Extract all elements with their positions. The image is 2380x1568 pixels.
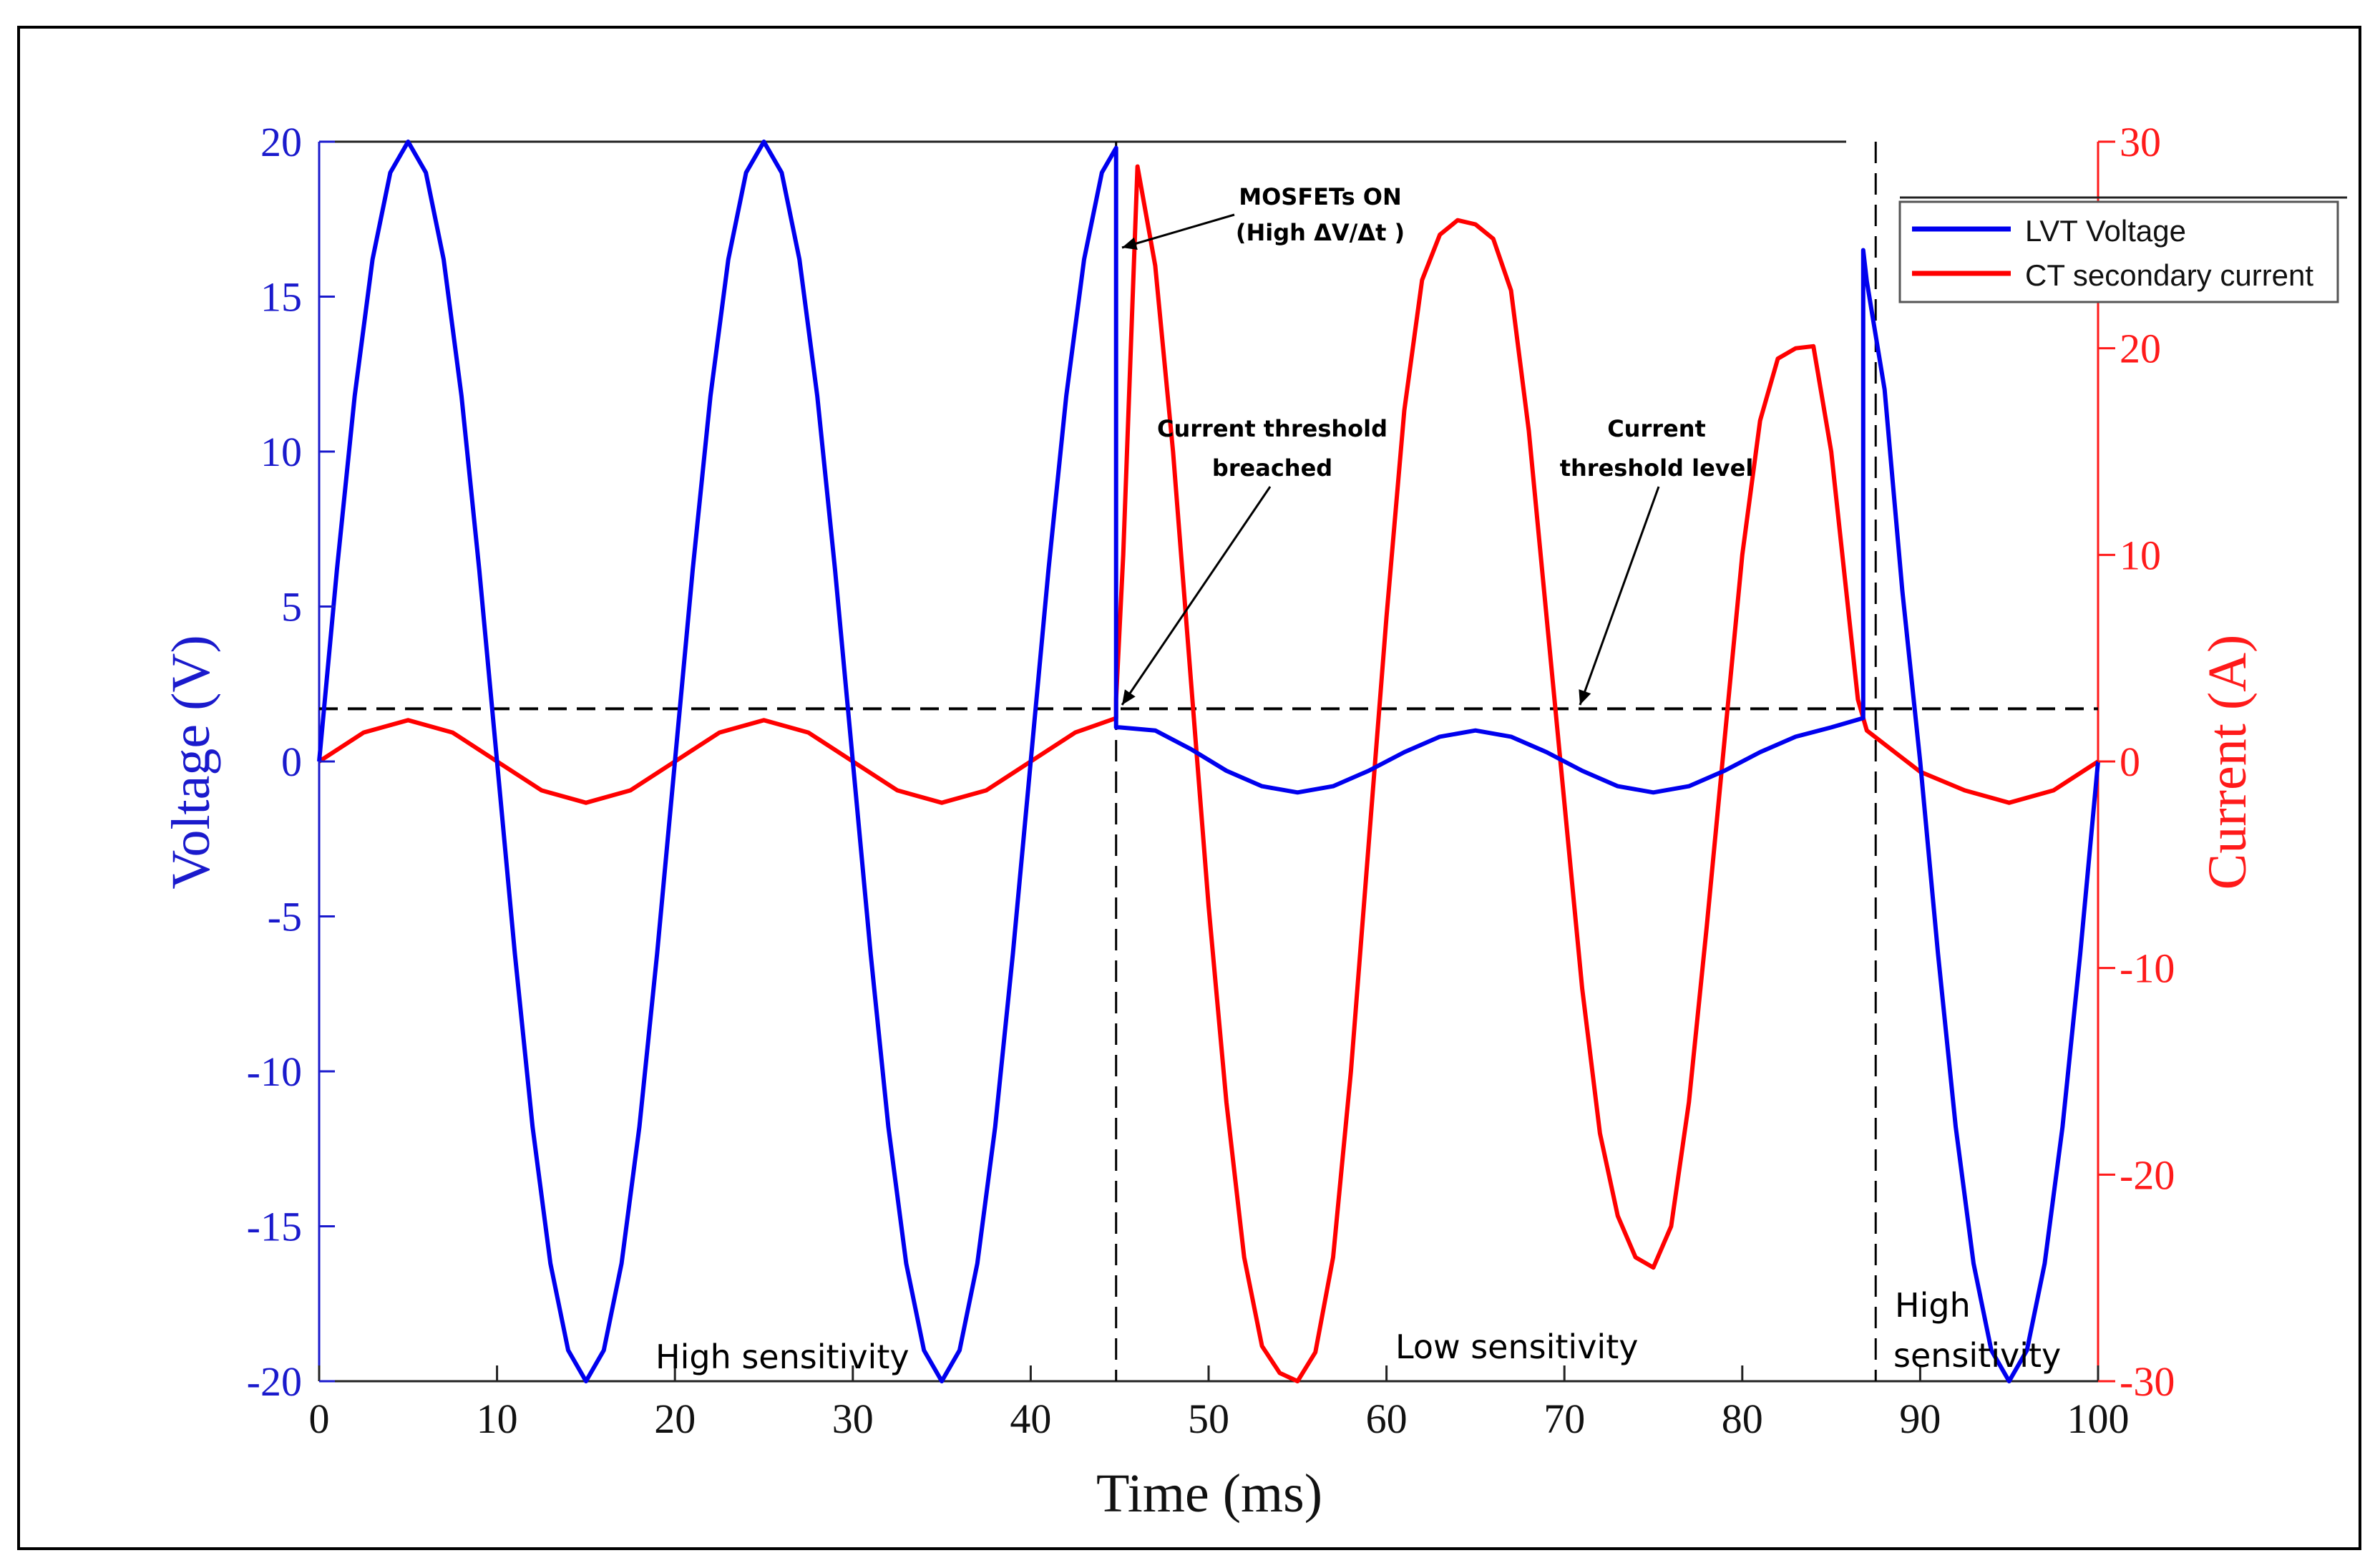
y-left-tick-label-6: -10	[247, 1048, 302, 1095]
y-right-tick-label-3: 0	[2120, 739, 2140, 785]
x-tick-label-10: 100	[2067, 1396, 2130, 1442]
arrow-threshold-breached-head	[1122, 689, 1136, 705]
x-tick-label-9: 90	[1899, 1396, 1941, 1442]
y-right-tick-label-0: 30	[2120, 119, 2161, 165]
x-tick-label-7: 70	[1543, 1396, 1585, 1442]
x-tick-label-2: 20	[654, 1396, 696, 1442]
arrow-threshold-level-head	[1579, 689, 1591, 705]
x-tick-label-3: 30	[832, 1396, 874, 1442]
arrow-mosfets-on-shaft	[1121, 213, 1235, 249]
arrow-threshold-level-shaft	[1579, 486, 1660, 706]
region-label-low-sensitivity: Low sensitivity	[1395, 1328, 1638, 1366]
x-tick-label-1: 10	[477, 1396, 518, 1442]
x-tick-label-0: 0	[309, 1396, 330, 1442]
axes-lines	[318, 140, 2347, 1383]
annotation-threshold-breached-line1: Current threshold	[1157, 415, 1387, 442]
annotation-threshold-level-line1: Current	[1607, 415, 1706, 442]
x-tick-label-8: 80	[1722, 1396, 1763, 1442]
y-left-tick-label-1: 15	[260, 274, 302, 321]
x-axis-label: Time (ms)	[1096, 1464, 1322, 1524]
legend: LVT Voltage CT secondary current	[1898, 200, 2339, 303]
vertical-markers	[1115, 142, 1877, 1381]
arrow-threshold-breached-shaft	[1121, 486, 1272, 706]
y-left-tick-label-5: -5	[268, 894, 302, 940]
current-series-line	[318, 164, 2099, 1383]
y-axis-left-label: Voltage (V)	[161, 635, 221, 889]
tick-marks	[318, 140, 2115, 1383]
tick-labels: 0 10 20 30 40 50 60 70 80 90 10020151050-5-10-15-2…	[247, 119, 2175, 1442]
legend-box	[1898, 200, 2339, 303]
annotation-mosfets-on-line1: MOSFETs ON	[1239, 183, 1402, 210]
x-tick-label-4: 40	[1010, 1396, 1051, 1442]
y-right-tick-label-4: -10	[2120, 945, 2175, 992]
figure-frame	[17, 26, 2361, 1550]
y-axis-right-label: Current (A)	[2198, 635, 2258, 890]
y-left-tick-label-8: -20	[247, 1358, 302, 1405]
y-left-tick-label-2: 10	[260, 429, 302, 475]
y-right-tick-label-6: -30	[2120, 1358, 2175, 1405]
region-label-high-line1: High	[1895, 1286, 1971, 1325]
annotation-arrows	[1121, 213, 1660, 706]
x-tick-label-6: 60	[1366, 1396, 1408, 1442]
region-label-high-line2: sensitivity	[1893, 1336, 2061, 1375]
y-right-tick-label-1: 20	[2120, 326, 2161, 372]
voltage-series-line	[317, 140, 2100, 1383]
y-left-tick-label-3: 5	[281, 584, 302, 630]
y-left-tick-label-7: -15	[247, 1204, 302, 1250]
y-right-tick-label-5: -20	[2120, 1151, 2175, 1198]
y-left-tick-label-0: 20	[260, 119, 302, 165]
legend-current-label: CT secondary current	[2025, 258, 2313, 292]
y-left-tick-label-4: 0	[281, 739, 302, 785]
annotation-threshold-breached-line2: breached	[1212, 454, 1332, 482]
x-tick-label-5: 50	[1188, 1396, 1229, 1442]
annotation-threshold-level-line2: threshold level	[1560, 454, 1754, 482]
annotation-mosfets-on-line2: (High ΔV/Δt )	[1236, 219, 1405, 246]
legend-voltage-label: LVT Voltage	[2025, 214, 2186, 248]
arrow-mosfets-on-head	[1122, 237, 1138, 250]
y-right-tick-label-2: 10	[2120, 532, 2161, 578]
region-label-high-sensitivity: High sensitivity	[655, 1338, 909, 1376]
